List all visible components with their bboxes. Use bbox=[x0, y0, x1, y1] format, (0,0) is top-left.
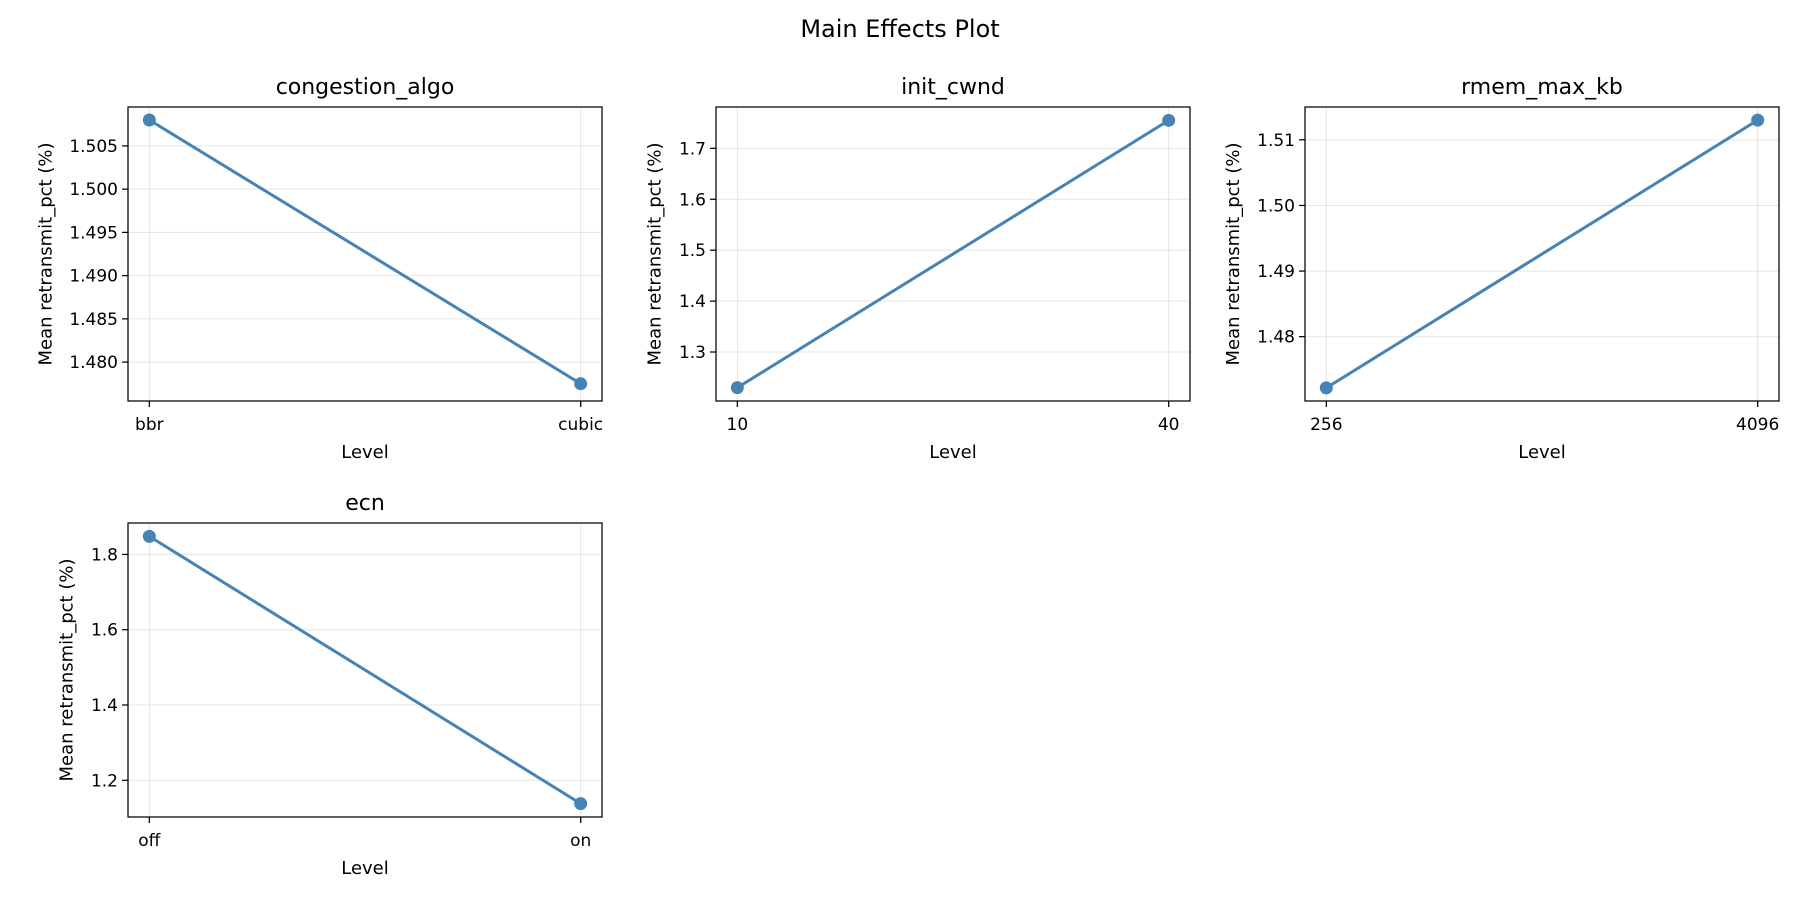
subplot-init_cwnd: 10 40 1.3 1.4 1.5 1.6 1.7 init_cwnd Level Mean re… bbox=[645, 75, 1191, 463]
y-axis-label: Mean retransmit_pct (%) bbox=[57, 559, 78, 782]
subplot-rmem_max_kb: 256 4096 1.48 1.49 1.50 1.51 rmem_max_kb Level M… bbox=[1223, 75, 1780, 463]
subplot-ecn: off on 1.2 1.4 1.6 1.8 ecn Level Mean retransmit… bbox=[57, 491, 603, 879]
x-tick-label: cubic bbox=[558, 415, 603, 435]
figure-title: Main Effects Plot bbox=[800, 15, 999, 43]
y-tick-label: 1.7 bbox=[679, 139, 706, 159]
y-tick-label: 1.490 bbox=[69, 267, 118, 287]
y-tick-label: 1.49 bbox=[1257, 262, 1295, 282]
plot-frame bbox=[127, 106, 603, 402]
x-axis-label: Level bbox=[929, 442, 977, 463]
y-tick-label: 1.480 bbox=[69, 353, 118, 373]
y-axis-label: Mean retransmit_pct (%) bbox=[1223, 143, 1244, 366]
y-tick-label: 1.8 bbox=[91, 545, 118, 565]
x-tick-label: bbr bbox=[135, 415, 164, 435]
series-line bbox=[148, 535, 582, 805]
x-tick-label: 256 bbox=[1310, 415, 1342, 435]
y-tick-label: 1.50 bbox=[1257, 196, 1295, 216]
y-tick-label: 1.4 bbox=[91, 696, 118, 716]
x-tick-label: 40 bbox=[1158, 415, 1180, 435]
y-tick-label: 1.5 bbox=[679, 241, 706, 261]
data-point-off bbox=[142, 529, 156, 543]
subplot-title: rmem_max_kb bbox=[1461, 75, 1623, 100]
x-axis-label: Level bbox=[341, 442, 389, 463]
subplot-title: ecn bbox=[345, 491, 385, 516]
y-axis-label: Mean retransmit_pct (%) bbox=[645, 143, 666, 366]
data-point-256 bbox=[1319, 381, 1333, 395]
y-tick-label: 1.495 bbox=[69, 223, 118, 243]
data-point-4096 bbox=[1751, 113, 1765, 127]
subplot-panels: bbr cubic 1.480 1.485 1.490 1.495 1.500 1.505 co… bbox=[36, 75, 1780, 879]
y-tick-label: 1.485 bbox=[69, 310, 118, 330]
data-point-40 bbox=[1162, 113, 1176, 127]
y-tick-label: 1.6 bbox=[679, 190, 706, 210]
plot-frame bbox=[1304, 106, 1780, 402]
data-point-10 bbox=[730, 381, 744, 395]
subplot-congestion_algo: bbr cubic 1.480 1.485 1.490 1.495 1.500 1.505 co… bbox=[36, 75, 604, 463]
y-tick-label: 1.2 bbox=[91, 771, 118, 791]
x-tick-label: on bbox=[570, 831, 591, 851]
series-line bbox=[148, 118, 582, 385]
y-tick-label: 1.4 bbox=[679, 292, 706, 312]
x-tick-label: 4096 bbox=[1736, 415, 1779, 435]
x-tick-label: 10 bbox=[727, 415, 749, 435]
y-tick-label: 1.500 bbox=[69, 180, 118, 200]
x-tick-label: off bbox=[138, 831, 161, 851]
series-line bbox=[736, 119, 1170, 389]
plot-frame bbox=[715, 106, 1191, 402]
data-point-on bbox=[574, 797, 588, 811]
series-line bbox=[1325, 118, 1759, 390]
x-axis-label: Level bbox=[1518, 442, 1566, 463]
data-point-bbr bbox=[142, 113, 156, 127]
y-axis-label: Mean retransmit_pct (%) bbox=[36, 143, 57, 366]
plot-frame bbox=[127, 522, 603, 818]
y-tick-label: 1.48 bbox=[1257, 328, 1295, 348]
y-tick-label: 1.3 bbox=[679, 343, 706, 363]
data-point-cubic bbox=[574, 377, 588, 391]
y-tick-label: 1.6 bbox=[91, 621, 118, 641]
x-axis-label: Level bbox=[341, 858, 389, 879]
subplot-title: congestion_algo bbox=[276, 75, 455, 100]
y-tick-label: 1.51 bbox=[1257, 131, 1295, 151]
subplot-title: init_cwnd bbox=[901, 75, 1005, 100]
y-tick-label: 1.505 bbox=[69, 137, 118, 157]
